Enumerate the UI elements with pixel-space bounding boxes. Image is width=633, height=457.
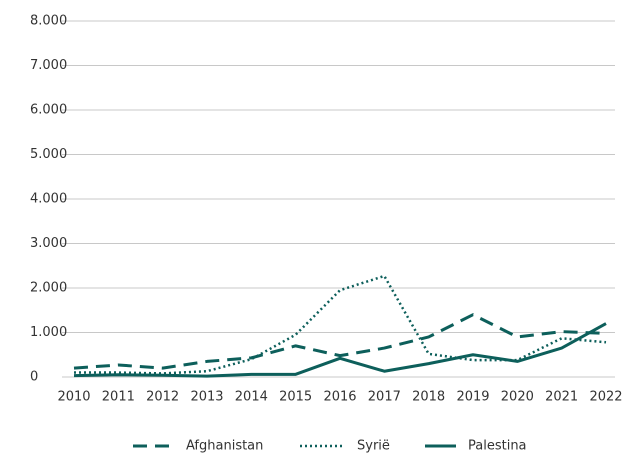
x-tick-label: 2020	[501, 390, 534, 405]
x-tick-label: 2011	[102, 390, 135, 405]
y-tick-label: 0	[30, 370, 38, 385]
series-line	[73, 322, 607, 378]
x-tick-label: 2013	[190, 390, 223, 405]
y-tick-label: 2.000	[30, 281, 67, 296]
x-tick-label: 2022	[589, 390, 622, 405]
x-tick-label: 2017	[368, 390, 401, 405]
y-tick-label: 1.000	[30, 325, 67, 340]
y-tick-label: 5.000	[30, 147, 67, 162]
y-tick-label: 4.000	[30, 192, 67, 207]
y-tick-label: 8.000	[30, 14, 67, 29]
x-tick-label: 2015	[279, 390, 312, 405]
x-tick-label: 2016	[323, 390, 356, 405]
legend-label: Afghanistan	[186, 439, 263, 454]
y-tick-label: 6.000	[30, 103, 67, 118]
x-tick-label: 2021	[545, 390, 578, 405]
x-tick-label: 2014	[235, 390, 268, 405]
x-tick-label: 2019	[456, 390, 489, 405]
series-line	[73, 313, 607, 370]
x-tick-label: 2018	[412, 390, 445, 405]
legend-label: Palestina	[468, 439, 527, 454]
x-tick-label: 2010	[57, 390, 90, 405]
y-tick-label: 3.000	[30, 236, 67, 251]
y-tick-label: 7.000	[30, 58, 67, 73]
legend-label: Syrië	[357, 439, 390, 454]
x-tick-label: 2012	[146, 390, 179, 405]
